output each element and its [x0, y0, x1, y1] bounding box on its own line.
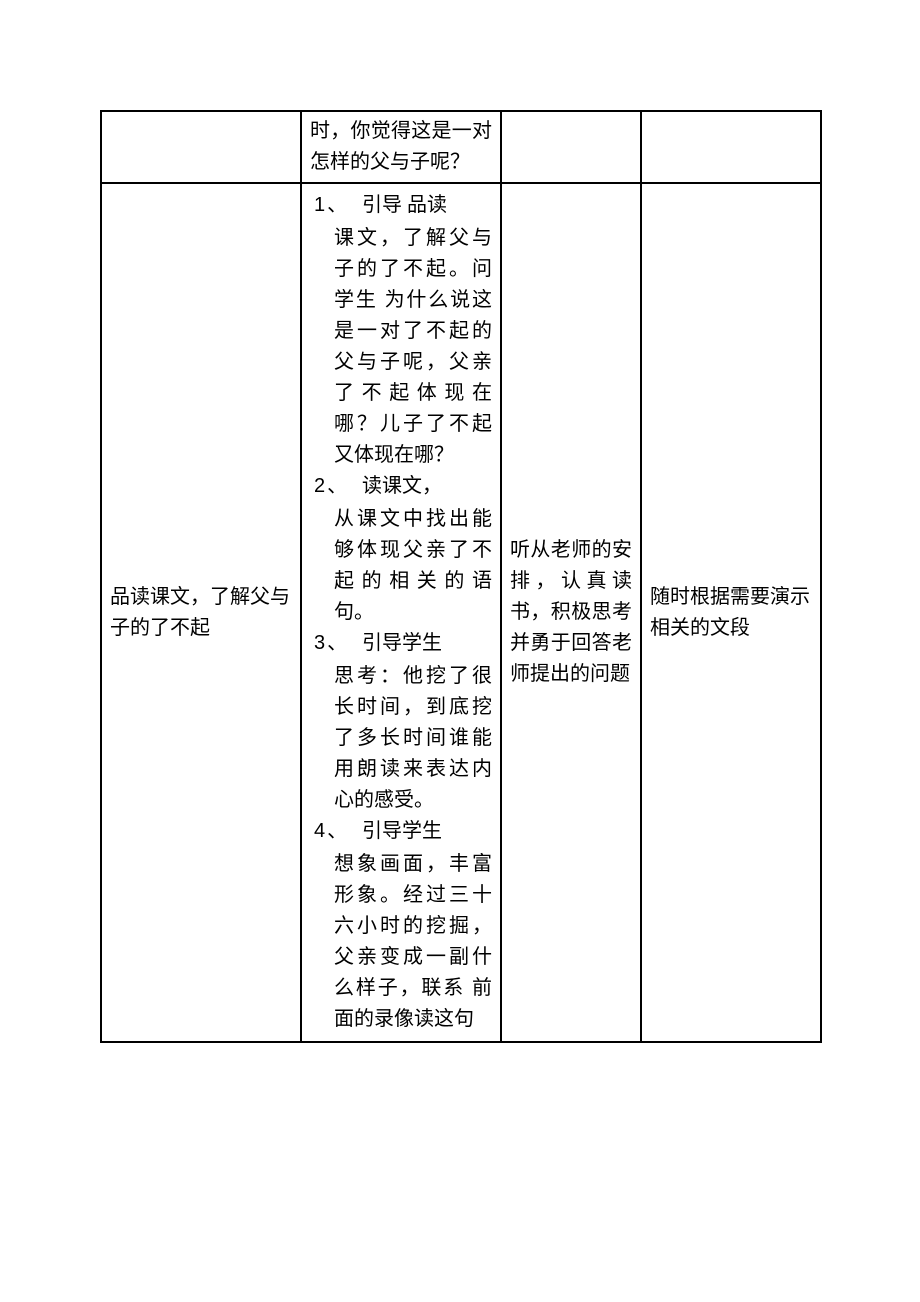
list-item-number: 3、: [314, 628, 362, 659]
list-item-lead: 引导学生: [362, 816, 492, 847]
list-item-number: 2、: [314, 471, 362, 502]
row1-col4-cell: [641, 111, 821, 183]
row2-col2-cell: 1、 引导 品读 课文，了解父与子的了不起。问学生 为什么说这是一对了不起的父与…: [301, 183, 501, 1042]
row2-col3-text: 听从老师的安排，认真读书，积极思考并勇于回答老师提出的问题: [510, 535, 632, 690]
list-item-body: 从课文中找出能够体现父亲了不起的相关的语句。: [314, 504, 492, 628]
list-item-body: 思考：他挖了很长时间，到底挖了多长时间谁能用朗读来表达内心的感受。: [314, 661, 492, 816]
list-item: 2、 读课文，: [314, 471, 492, 502]
row2-col4-text: 随时根据需要演示相关的文段: [650, 582, 812, 644]
table-row: 时，你觉得这是一对怎样的父与子呢？: [101, 111, 821, 183]
list-item-body: 想象画面，丰富形象。经过三十六小时的挖掘，父亲变成一副什么样子，联系 前面的录像…: [314, 849, 492, 1035]
list-item-number: 1、: [314, 190, 362, 221]
list-item: 1、 引导 品读: [314, 190, 492, 221]
list-item-number: 4、: [314, 816, 362, 847]
row1-col2-cell: 时，你觉得这是一对怎样的父与子呢？: [301, 111, 501, 183]
table-row: 品读课文，了解父与子的了不起 1、 引导 品读 课文，了解父与子的了不起。问学生…: [101, 183, 821, 1042]
ordered-list: 1、 引导 品读 课文，了解父与子的了不起。问学生 为什么说这是一对了不起的父与…: [310, 190, 492, 1035]
lesson-plan-table: 时，你觉得这是一对怎样的父与子呢？ 品读课文，了解父与子的了不起 1、 引导 品…: [100, 110, 822, 1043]
list-item-lead: 引导学生: [362, 628, 492, 659]
row1-col2-text: 时，你觉得这是一对怎样的父与子呢？: [310, 116, 492, 178]
row2-col3-cell: 听从老师的安排，认真读书，积极思考并勇于回答老师提出的问题: [501, 183, 641, 1042]
row1-col3-cell: [501, 111, 641, 183]
list-item-body: 课文，了解父与子的了不起。问学生 为什么说这是一对了不起的父与子呢，父亲了不起体…: [314, 223, 492, 471]
lesson-plan-table-container: 时，你觉得这是一对怎样的父与子呢？ 品读课文，了解父与子的了不起 1、 引导 品…: [100, 110, 820, 1043]
row1-col1-cell: [101, 111, 301, 183]
list-item: 4、 引导学生: [314, 816, 492, 847]
row2-col1-text: 品读课文，了解父与子的了不起: [110, 582, 292, 644]
row2-col1-cell: 品读课文，了解父与子的了不起: [101, 183, 301, 1042]
list-item-lead: 引导 品读: [362, 190, 492, 221]
list-item: 3、 引导学生: [314, 628, 492, 659]
row2-col4-cell: 随时根据需要演示相关的文段: [641, 183, 821, 1042]
list-item-lead: 读课文，: [362, 471, 492, 502]
